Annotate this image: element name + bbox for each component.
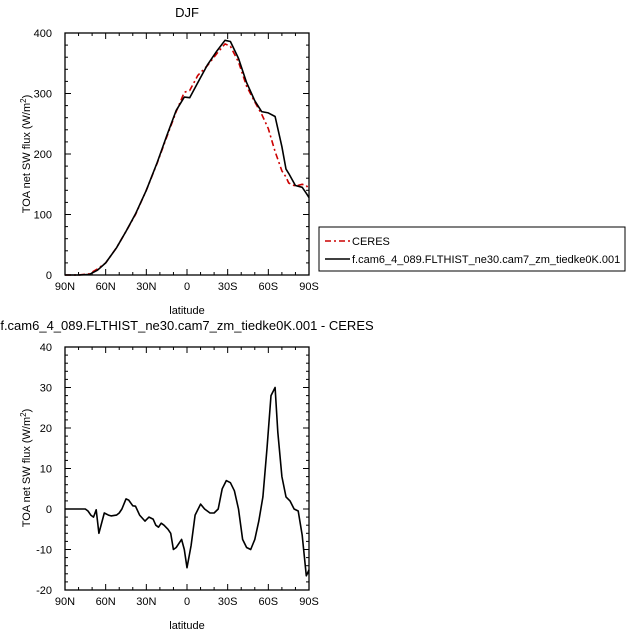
bottom-panel-title: f.cam6_4_089.FLTHIST_ne30.cam7_zm_tiedke… <box>0 318 374 333</box>
bottom-panel-y-axis-label-superscript: 2 <box>19 412 28 417</box>
bottom-panel: f.cam6_4_089.FLTHIST_ne30.cam7_zm_tiedke… <box>0 318 374 632</box>
top-panel-y-tick-label: 100 <box>34 210 52 222</box>
top-panel-y-tick-label: 0 <box>46 270 52 282</box>
bottom-panel-y-tick-label: 30 <box>40 383 52 395</box>
top-panel-x-tick-label: 30S <box>218 281 238 293</box>
bottom-panel-y-tick-label: 40 <box>40 342 52 354</box>
bottom-panel-x-tick-label: 60N <box>96 596 116 608</box>
top-panel-y-tick-label: 200 <box>34 149 52 161</box>
legend-box <box>318 226 626 272</box>
bottom-panel-y-tick-label: 0 <box>46 504 52 516</box>
bottom-panel-series-difference <box>65 386 310 577</box>
legend-label-model: f.cam6_4_089.FLTHIST_ne30.cam7_zm_tiedke… <box>352 254 620 266</box>
top-panel-series-f-cam6-4-089-flthist-ne30-cam7-zm-tiedke0k-001 <box>65 39 310 276</box>
bottom-panel-x-tick-label: 0 <box>184 596 190 608</box>
bottom-panel-x-tick-label: 90S <box>299 596 319 608</box>
bottom-panel-x-tick-label: 30N <box>136 596 156 608</box>
top-panel-x-tick-label: 60S <box>259 281 279 293</box>
legend-label-ceres: CERES <box>352 236 390 248</box>
bottom-panel-y-axis-label: TOA net SW flux (W/m2) <box>19 409 34 528</box>
top-panel-y-axis-label: TOA net SW flux (W/m2) <box>19 95 34 214</box>
bottom-panel-y-tick-label: -20 <box>36 585 52 597</box>
top-panel-x-tick-label: 60N <box>96 281 116 293</box>
legend: CERES f.cam6_4_089.FLTHIST_ne30.cam7_zm_… <box>318 226 626 272</box>
bottom-panel-ticks: 90N 60N 30N 0 30S 60S 90S -20 -10 0 10 20 30 40 <box>36 342 319 608</box>
bottom-panel-x-tick-label: 60S <box>259 596 279 608</box>
top-panel-x-axis-label: latitude <box>169 305 204 317</box>
top-panel-ticks: 90N 60N 30N 0 30S 60S 90S 0 100 200 300 400 <box>34 28 319 293</box>
bottom-panel-y-tick-label: -10 <box>36 545 52 557</box>
top-panel-title: DJF <box>175 5 199 20</box>
top-panel-series-ceres <box>65 43 310 276</box>
top-panel-y-axis-label-superscript: 2 <box>19 98 28 103</box>
bottom-panel-y-tick-label: 20 <box>40 423 52 435</box>
bottom-panel-x-tick-label: 30S <box>218 596 238 608</box>
top-panel: DJF 90N 60N 30N 0 30S 60S 90S 0 100 200 300 400 lat… <box>19 5 626 317</box>
bottom-panel-y-tick-label: 10 <box>40 464 52 476</box>
top-panel-x-tick-label: 90S <box>299 281 319 293</box>
top-panel-plot-frame <box>64 32 310 276</box>
top-panel-y-tick-label: 400 <box>34 28 52 40</box>
bottom-panel-plot-frame <box>64 346 310 591</box>
top-panel-y-tick-label: 300 <box>34 89 52 101</box>
top-panel-x-tick-label: 0 <box>184 281 190 293</box>
top-panel-series-group <box>65 39 310 276</box>
bottom-panel-x-tick-label: 90N <box>55 596 75 608</box>
bottom-panel-series-group <box>65 386 310 577</box>
top-panel-x-tick-label: 90N <box>55 281 75 293</box>
bottom-panel-x-axis-label: latitude <box>169 620 204 632</box>
top-panel-x-tick-label: 30N <box>136 281 156 293</box>
